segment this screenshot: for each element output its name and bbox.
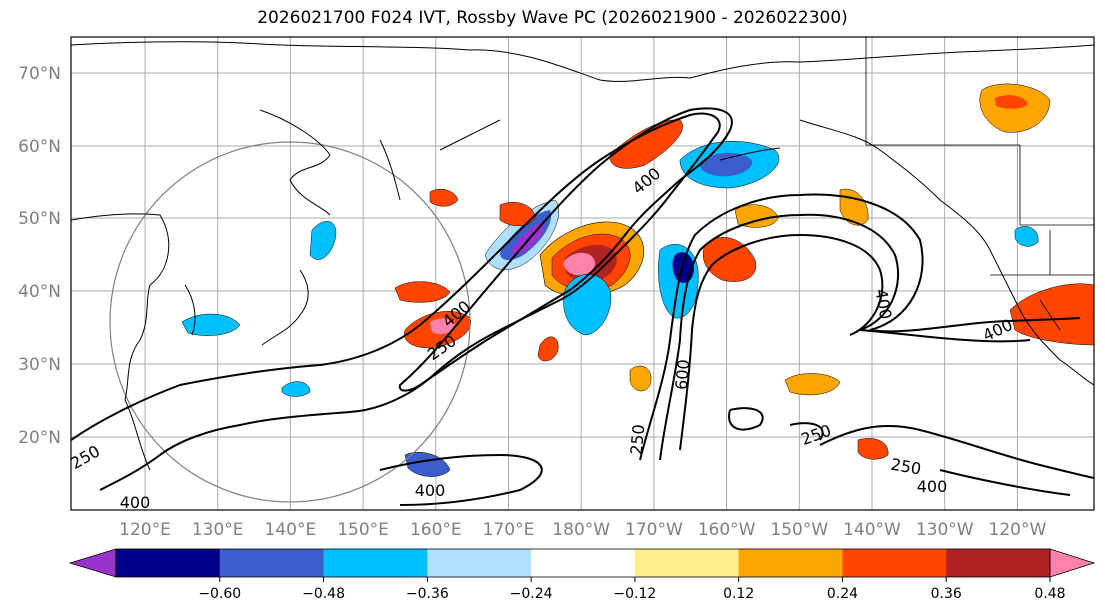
positive-anomaly-region <box>734 204 779 228</box>
colorbar-extend-high <box>1049 548 1096 578</box>
positive-anomaly-region <box>629 365 652 392</box>
latitude-label: 20°N <box>18 428 61 448</box>
contour-label: 400 <box>120 493 151 512</box>
colorbar-tick-label: 0.36 <box>931 586 962 602</box>
colorbar-ticks: −0.60 −0.48 −0.36 −0.24 −0.12 0.12 0.24 0.36 0.4… <box>198 577 1066 602</box>
map-frame <box>70 36 1095 511</box>
borders <box>865 37 1094 331</box>
colorbar <box>68 548 1096 578</box>
colorbar-segment <box>946 549 1051 577</box>
positive-anomaly-region <box>394 281 451 303</box>
contour-label: 400 <box>415 481 446 500</box>
positive-anomaly-region <box>429 189 459 207</box>
negative-anomaly-region <box>699 152 753 177</box>
colorbar-tick-label: −0.60 <box>198 586 241 602</box>
longitude-label: 160°E <box>410 520 462 540</box>
colorbar-tick-label: 0.12 <box>723 586 754 602</box>
negative-anomaly-region <box>181 313 241 336</box>
negative-anomaly-region <box>309 221 337 260</box>
colorbar-tick-label: −0.12 <box>613 586 656 602</box>
contour-label: 250 <box>627 423 649 455</box>
latitude-label: 70°N <box>18 64 61 84</box>
negative-anomaly-region <box>1014 226 1039 247</box>
colorbar-segment <box>634 549 740 577</box>
longitude-label: 130°W <box>916 520 974 540</box>
longitude-label: 160°W <box>698 520 756 540</box>
negative-anomaly-region <box>281 381 311 397</box>
latitude-label: 60°N <box>18 137 61 157</box>
longitude-label: 130°E <box>192 520 244 540</box>
longitude-labels: 120°E 130°E 140°E 150°E 160°E 170°E 180°W 170°W… <box>119 520 1046 540</box>
longitude-label: 180°W <box>552 520 610 540</box>
positive-anomaly-region <box>563 252 596 276</box>
coastlines <box>71 41 1094 471</box>
contour-label: 600 <box>672 358 694 390</box>
colorbar-segment <box>531 549 636 577</box>
positive-anomaly-region <box>784 373 841 396</box>
latitude-labels: 70°N 60°N 50°N 40°N 30°N 20°N <box>18 64 61 448</box>
longitude-label: 150°E <box>337 520 389 540</box>
positive-anomaly-region <box>499 202 536 226</box>
longitude-label: 150°W <box>770 520 828 540</box>
colorbar-extend-low <box>68 548 117 578</box>
colorbar-segment <box>738 549 843 577</box>
rossby-wave-pc-shading <box>181 83 1094 477</box>
ivt-contours <box>71 107 1094 506</box>
colorbar-tick-label: 0.48 <box>1034 586 1065 602</box>
positive-anomaly-region <box>537 336 559 362</box>
latitude-label: 30°N <box>18 355 61 375</box>
latitude-label: 40°N <box>18 282 61 302</box>
positive-anomaly-region <box>995 95 1028 109</box>
longitude-label: 140°E <box>265 520 317 540</box>
positive-anomaly-region <box>609 119 683 169</box>
region-circle <box>109 141 471 503</box>
colorbar-segment <box>116 549 221 577</box>
longitude-label: 140°W <box>843 520 901 540</box>
latitude-label: 50°N <box>18 209 61 229</box>
colorbar-tick-label: 0.24 <box>827 586 858 602</box>
colorbar-outline <box>115 548 1051 578</box>
colorbar-segment <box>427 549 532 577</box>
longitude-label: 120°W <box>989 520 1047 540</box>
colorbar-tick-label: −0.36 <box>406 586 449 602</box>
longitude-label: 170°W <box>625 520 683 540</box>
colorbar-tick-label: −0.24 <box>510 586 553 602</box>
colorbar-segment <box>219 549 325 577</box>
longitude-label: 120°E <box>119 520 171 540</box>
colorbar-segment <box>323 549 428 577</box>
positive-anomaly-region <box>702 237 757 282</box>
figure-title: 2026021700 F024 IVT, Rossby Wave PC (202… <box>257 8 848 28</box>
colorbar-segment <box>842 549 947 577</box>
colorbar-tick-label: −0.48 <box>302 586 345 602</box>
positive-anomaly-region <box>1009 283 1094 346</box>
positive-anomaly-region <box>430 318 455 334</box>
longitude-label: 170°E <box>483 520 535 540</box>
positive-anomaly-region <box>857 438 889 460</box>
contour-label: 400 <box>917 477 948 496</box>
